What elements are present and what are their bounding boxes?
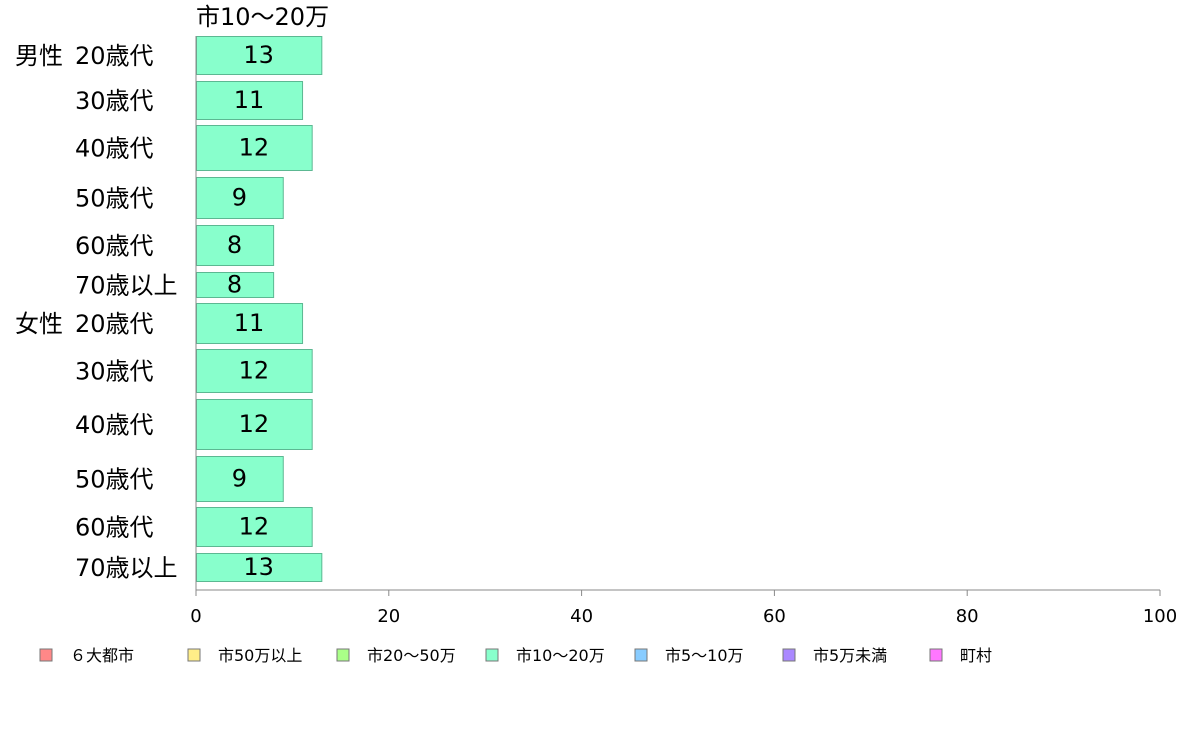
x-axis: 0 20 40 60 80 100 — [190, 36, 1177, 627]
bar — [196, 456, 284, 502]
data-label: 12 — [239, 357, 270, 385]
legend-label: 市20〜50万 — [367, 646, 456, 665]
legend-label: 市50万以上 — [218, 646, 302, 665]
category-label: 50歳代 — [75, 185, 154, 213]
data-label: 8 — [227, 231, 242, 259]
legend-swatch — [782, 648, 796, 662]
bar-row: 70歳以上 8 — [75, 271, 275, 300]
bar — [196, 303, 304, 344]
data-label: 13 — [243, 553, 274, 581]
bar-row: 60歳代 12 — [75, 507, 313, 547]
legend-label: 市10〜20万 — [516, 646, 605, 665]
category-label: 40歳代 — [75, 411, 154, 439]
bar-row: 60歳代 8 — [75, 225, 275, 266]
legend-item: 市5万未満 — [782, 646, 887, 665]
bar — [196, 125, 313, 171]
legend-item: 市5〜10万 — [634, 646, 744, 665]
data-label: 13 — [243, 41, 274, 69]
legend-label: 市5万未満 — [813, 646, 887, 665]
legend-swatch — [485, 648, 499, 662]
bar — [196, 177, 284, 219]
bar-row: 40歳代 12 — [75, 125, 313, 171]
bar — [196, 36, 323, 75]
data-label: 8 — [227, 271, 242, 299]
legend-item: 市10〜20万 — [485, 646, 605, 665]
group-label: 男性 — [15, 42, 63, 70]
legend-label: 市5〜10万 — [665, 646, 744, 665]
bar-row: 40歳代 12 — [75, 399, 313, 450]
category-label: 20歳代 — [75, 310, 154, 338]
tick-label: 40 — [570, 606, 593, 627]
category-label: 40歳代 — [75, 135, 154, 163]
category-label: 70歳以上 — [75, 554, 178, 582]
tick-label: 100 — [1143, 606, 1177, 627]
tick-label: 0 — [190, 606, 201, 627]
bar-row: 50歳代 9 — [75, 456, 284, 502]
series-label: 市10〜20万 — [196, 3, 329, 31]
bar-row: 女性 20歳代 11 — [15, 303, 304, 344]
tick-label: 60 — [763, 606, 786, 627]
data-label: 11 — [234, 309, 265, 337]
legend-swatch — [634, 648, 648, 662]
legend-item: 町村 — [929, 646, 992, 665]
bar-row: 30歳代 12 — [75, 349, 313, 393]
data-label: 11 — [234, 86, 265, 114]
legend-swatch — [929, 648, 943, 662]
tick-label: 80 — [956, 606, 979, 627]
data-label: 9 — [232, 184, 247, 212]
legend-swatch — [336, 648, 350, 662]
legend-label: ６大都市 — [70, 646, 134, 665]
data-label: 12 — [239, 513, 270, 541]
bar-row: 70歳以上 13 — [75, 553, 323, 582]
group-label: 女性 — [15, 310, 63, 338]
rows-layer: 男性 20歳代 13 30歳代 11 40歳代 12 50歳代 9 60歳代 8 70歳以上 8 女性 20… — [15, 36, 323, 582]
category-label: 50歳代 — [75, 466, 154, 494]
category-label: 30歳代 — [75, 87, 154, 115]
bar-row: 50歳代 9 — [75, 177, 284, 219]
bar-row: 30歳代 11 — [75, 81, 304, 120]
bar — [196, 225, 275, 266]
bar-row: 男性 20歳代 13 — [15, 36, 323, 75]
data-label: 9 — [232, 465, 247, 493]
category-label: 60歳代 — [75, 514, 154, 542]
legend-label: 町村 — [960, 646, 992, 665]
bar — [196, 507, 313, 547]
data-label: 12 — [239, 410, 270, 438]
category-label: 30歳代 — [75, 358, 154, 386]
bar — [196, 81, 304, 120]
category-label: 60歳代 — [75, 232, 154, 260]
legend-item: ６大都市 — [39, 646, 134, 665]
legend: ６大都市 市50万以上 市20〜50万 市10〜20万 市5〜10万 市5万未満 町村 — [39, 646, 992, 665]
legend-item: 市50万以上 — [187, 646, 302, 665]
category-label: 70歳以上 — [75, 272, 178, 300]
data-label: 12 — [239, 134, 270, 162]
legend-item: 市20〜50万 — [336, 646, 456, 665]
legend-swatch — [39, 648, 53, 662]
legend-swatch — [187, 648, 201, 662]
tick-label: 20 — [377, 606, 400, 627]
category-label: 20歳代 — [75, 42, 154, 70]
bar — [196, 553, 323, 582]
